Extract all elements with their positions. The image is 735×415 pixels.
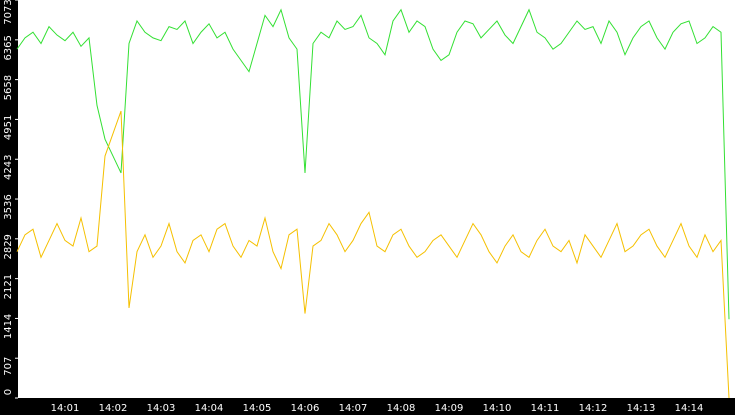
series-line	[16, 110, 730, 399]
x-tick-label: 14:09	[435, 403, 464, 414]
y-tick-label: 6365	[3, 35, 14, 60]
y-tick-label: 4243	[3, 155, 14, 180]
x-tick-label: 14:02	[99, 403, 128, 414]
x-tick-label: 14:10	[483, 403, 512, 414]
y-tick-label: 7073	[3, 0, 14, 25]
x-tick-label: 14:03	[147, 403, 176, 414]
x-tick-label: 14:12	[579, 403, 608, 414]
y-tick-label: 5658	[3, 75, 14, 100]
x-tick-label: 14:05	[243, 403, 272, 414]
x-tick-label: 14:14	[675, 403, 704, 414]
x-tick-label: 14:13	[627, 403, 656, 414]
y-tick-label: 2829	[3, 234, 14, 259]
series-line	[16, 8, 730, 320]
y-tick-label: 4951	[3, 115, 14, 140]
x-tick-label: 14:07	[339, 403, 368, 414]
y-tick-label: 2121	[3, 274, 14, 299]
y-tick-label: 707	[3, 357, 14, 376]
plot-area	[18, 0, 735, 398]
x-tick-label: 14:01	[51, 403, 80, 414]
x-tick-label: 14:11	[531, 403, 560, 414]
y-tick-label: 3536	[3, 194, 14, 219]
x-tick-label: 14:08	[387, 403, 416, 414]
y-tick-label: 1414	[3, 314, 14, 339]
x-tick-label: 14:06	[291, 403, 320, 414]
x-tick-label: 14:04	[195, 403, 224, 414]
y-tick-label: 0	[3, 389, 14, 395]
